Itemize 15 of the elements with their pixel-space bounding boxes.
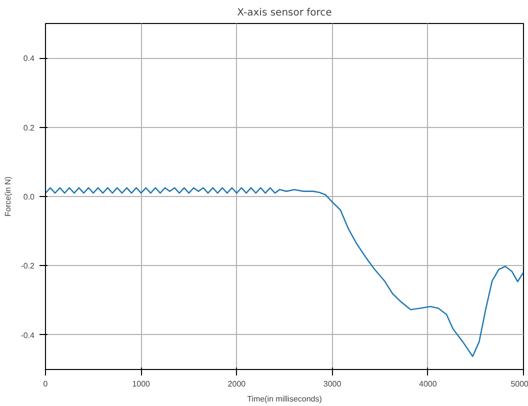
- x-axis-title: Time(in milliseconds): [247, 394, 322, 404]
- y-tick-label: -0.4: [20, 330, 36, 340]
- x-tick-label: 5000: [510, 380, 528, 388]
- x-tick-label: 1000: [132, 380, 151, 388]
- x-tick-label: 4000: [419, 380, 438, 388]
- y-tick-label: 0.4: [23, 54, 36, 64]
- chart-title: X-axis sensor force: [237, 8, 332, 18]
- x-tick-label: 0: [43, 380, 48, 388]
- y-tick-label: 0.0: [23, 192, 36, 202]
- y-tick-label: -0.2: [20, 262, 36, 271]
- line-series: [46, 187, 524, 357]
- y-axis-title: Force(in N): [4, 176, 13, 216]
- x-tick-label: 2000: [228, 380, 246, 388]
- y-tick-label: 0.2: [23, 123, 36, 132]
- x-tick-label: 3000: [323, 380, 342, 388]
